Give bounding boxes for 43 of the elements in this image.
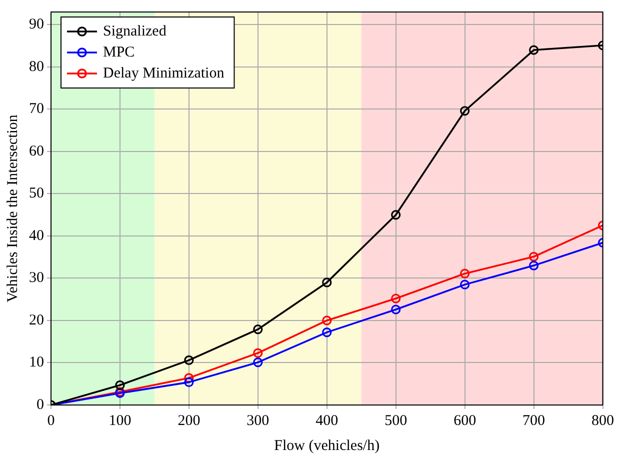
y-tick-label: 40 (29, 228, 44, 244)
y-tick-label: 30 (29, 270, 44, 286)
point (528, 260, 539, 270)
y-tick-label: 20 (29, 312, 44, 328)
y-axis-title: Vehicles Inside the Intersection (4, 114, 21, 302)
point (460, 268, 470, 278)
legend-label: Signalized (103, 23, 167, 40)
legend-label: MPC (103, 44, 135, 60)
legend-label: Delay Minimization (103, 65, 225, 82)
point (253, 358, 263, 368)
point (528, 252, 539, 262)
x-tick-label: 100 (108, 412, 132, 429)
x-tick-label: 300 (246, 412, 270, 429)
point (391, 294, 401, 304)
point (391, 210, 401, 220)
point (184, 355, 194, 366)
x-axis-title: Flow (vehicles/h) (274, 438, 380, 454)
y-tick-label: 80 (29, 58, 44, 75)
point (460, 106, 470, 116)
y-tick-label: 0 (36, 396, 44, 413)
x-tick-label: 200 (178, 412, 200, 429)
y-tick-label: 70 (29, 101, 44, 118)
x-tick-label: 600 (454, 412, 476, 429)
y-tick-label: 50 (29, 186, 44, 202)
point (184, 373, 194, 383)
y-tick-label: 60 (29, 143, 44, 160)
point (391, 304, 401, 314)
point (528, 45, 539, 55)
point (322, 316, 332, 326)
point (184, 377, 194, 387)
x-tick-label: 800 (592, 412, 614, 429)
x-tick-label: 0 (47, 412, 55, 429)
y-tick-label: 10 (29, 354, 44, 371)
point (253, 324, 263, 334)
y-tick-label: 90 (29, 16, 44, 33)
point (115, 380, 125, 390)
x-tick-label: 700 (522, 412, 546, 429)
point (322, 328, 332, 338)
point (253, 348, 263, 358)
x-tick-label: 500 (384, 412, 408, 429)
x-tick-label: 400 (316, 412, 338, 429)
point (322, 278, 332, 288)
point (460, 280, 470, 290)
